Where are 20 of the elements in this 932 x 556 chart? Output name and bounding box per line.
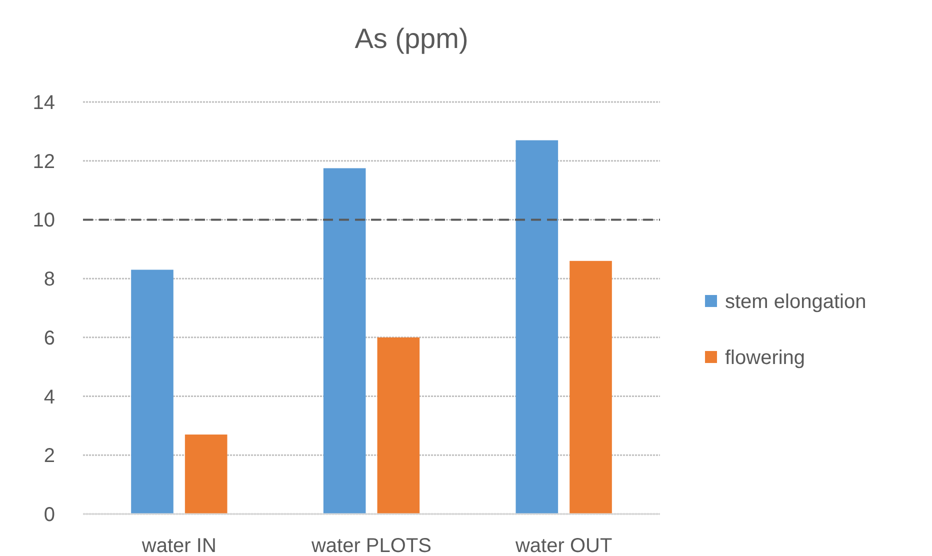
y-tick-label: 10 (32, 210, 55, 232)
bar (377, 337, 420, 514)
x-tick-label: water OUT (514, 535, 612, 556)
bar (323, 168, 366, 514)
bar (131, 270, 174, 514)
x-tick-label: water PLOTS (310, 535, 432, 556)
bar (570, 260, 612, 514)
y-tick-label: 14 (32, 92, 55, 114)
y-tick-label: 8 (44, 268, 55, 291)
bar (516, 140, 558, 514)
y-tick-label: 12 (32, 150, 55, 173)
y-tick-label: 2 (44, 445, 55, 468)
legend-label: flowering (725, 347, 806, 369)
y-tick-label: 4 (44, 386, 55, 408)
chart-title: As (ppm) (354, 23, 468, 54)
bar (184, 434, 228, 514)
legend-label: stem elongation (725, 291, 866, 313)
y-tick-label: 6 (44, 327, 55, 350)
x-tick-label: water IN (140, 535, 216, 556)
y-tick-label: 0 (44, 504, 55, 526)
